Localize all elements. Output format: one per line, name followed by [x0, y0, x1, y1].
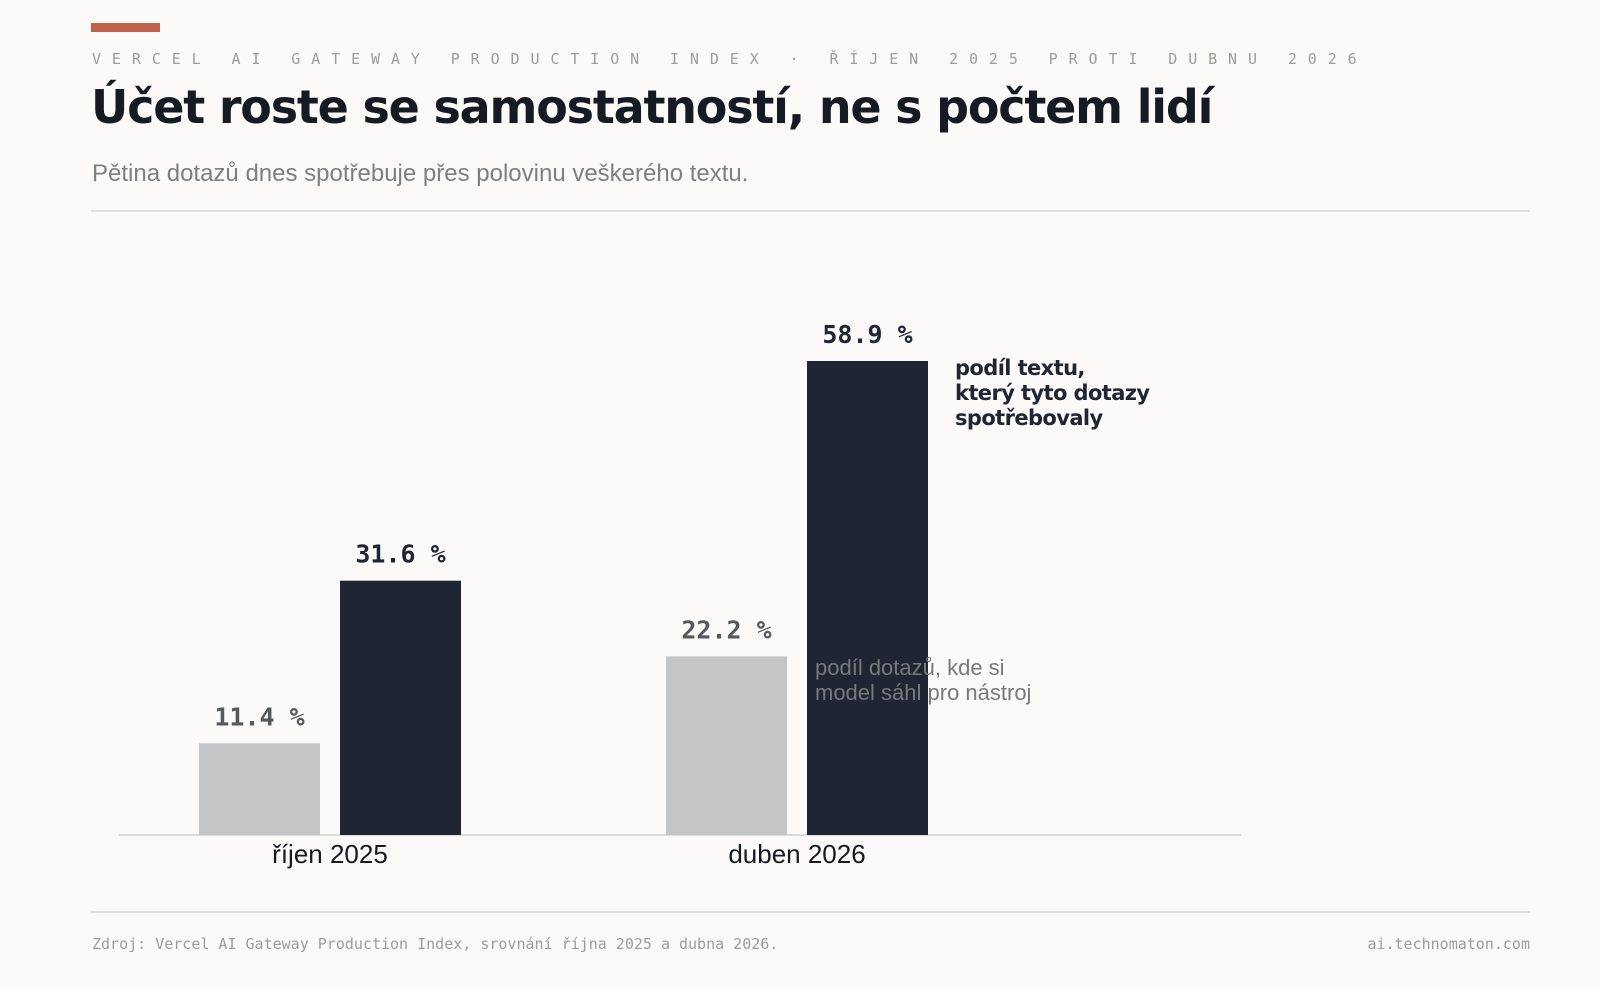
x-tick-label: říjen 2025	[272, 839, 388, 869]
chart-subtitle: Pětina dotazů dnes spotřebuje přes polov…	[92, 160, 749, 187]
header-divider	[91, 210, 1530, 212]
series-annotation-text-share: podíl textu,	[955, 356, 1085, 380]
source-note: Zdroj: Vercel AI Gateway Production Inde…	[92, 935, 779, 953]
series-annotation-tool-share: model sáhl pro nástroj	[815, 680, 1031, 705]
series-annotation-tool-share: podíl dotazů, kde si	[815, 655, 1005, 680]
bar	[807, 361, 928, 835]
series-annotation-text-share: který tyto dotazy	[955, 381, 1150, 405]
bar-chart: 11.4 % 31.6 % říjen 2025 22.2 % 58.9 % duben …	[119, 320, 1241, 869]
chart-title: Účet roste se samostatností, ne s počtem…	[91, 80, 1213, 134]
data-label: 58.9 %	[822, 320, 912, 349]
footer-divider	[91, 911, 1530, 913]
site-url: ai.technomaton.com	[1367, 935, 1530, 953]
data-label: 11.4 %	[214, 702, 304, 731]
data-label: 31.6 %	[355, 540, 445, 569]
bar	[340, 580, 461, 835]
kicker: VERCEL AI GATEWAY PRODUCTION INDEX · ŘÍJ…	[92, 50, 1368, 68]
bar	[666, 656, 787, 835]
accent-bar	[91, 23, 160, 32]
x-tick-label: duben 2026	[728, 839, 865, 869]
data-label: 22.2 %	[681, 615, 771, 644]
series-annotation-text-share: spotřebovaly	[955, 406, 1104, 430]
bar	[199, 743, 320, 835]
